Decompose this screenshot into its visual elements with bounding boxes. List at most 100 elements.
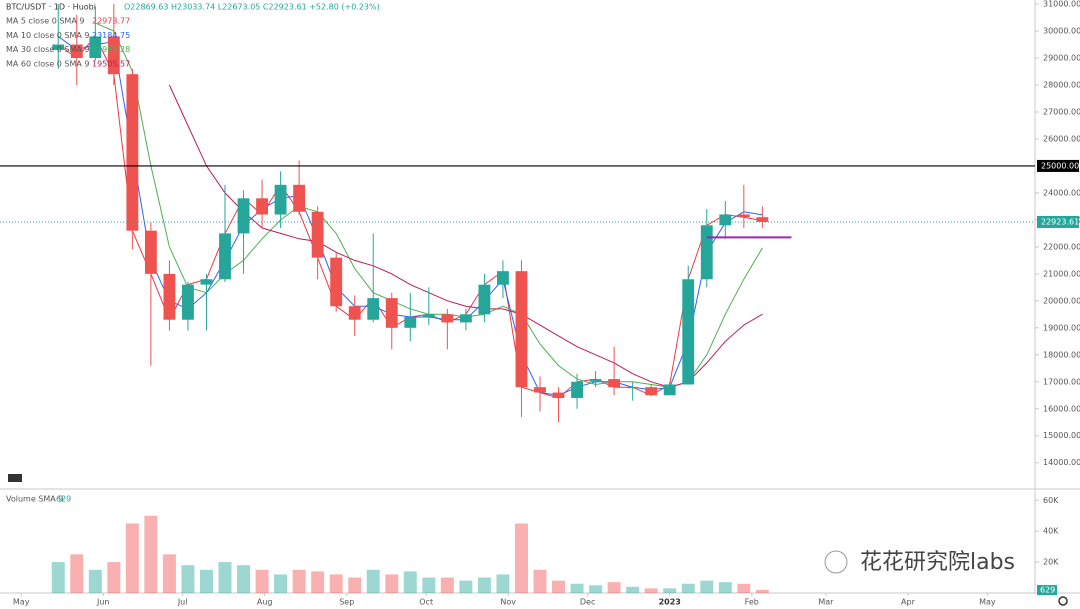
- y-tick-label: 15000.00: [1043, 431, 1080, 440]
- volume-bar: [51, 562, 65, 593]
- legend-name: MA 10 close 0 SMA 9: [6, 31, 90, 40]
- y-tick-label: 17000.00: [1043, 377, 1080, 386]
- volume-bar: [144, 515, 158, 593]
- legend-value: 19505.57: [92, 59, 130, 68]
- x-tick-label: Jul: [177, 598, 188, 607]
- legend-value: 21963.28: [92, 45, 130, 54]
- volume-bar: [422, 577, 436, 593]
- y-tick-label: 14000.00: [1043, 458, 1080, 467]
- x-tick-label: Mar: [818, 598, 834, 607]
- legend-name: MA 60 close 0 SMA 9: [6, 59, 90, 68]
- candle-body: [144, 230, 157, 274]
- volume-bar: [681, 583, 695, 593]
- volume-bar: [199, 569, 213, 593]
- candle-body: [700, 225, 713, 280]
- volume-bar: [607, 582, 621, 593]
- volume-bar: [274, 574, 288, 593]
- volume-bar: [644, 588, 658, 593]
- volume-bar: [514, 523, 528, 593]
- volume-bar: [440, 577, 454, 593]
- volume-bar: [88, 569, 102, 593]
- candle-body: [293, 184, 306, 212]
- last-price-bg: [1037, 215, 1079, 228]
- candle-body: [552, 392, 565, 398]
- y-tick-label: 30000.00: [1043, 27, 1080, 36]
- tv-logo: [8, 474, 22, 482]
- y-tick-label: 19000.00: [1043, 323, 1080, 332]
- volume-bar: [755, 589, 769, 593]
- settings-icon[interactable]: [1058, 596, 1068, 606]
- volume-bar: [218, 562, 232, 593]
- legend-name: MA 5 close 0 SMA 9: [6, 17, 84, 26]
- y-tick-label: 27000.00: [1043, 107, 1080, 116]
- volume-bar: [255, 569, 269, 593]
- y-tick-label: 29000.00: [1043, 54, 1080, 63]
- symbol: BTC/USDT · 1D · Huobi: [6, 3, 96, 12]
- candle-body: [589, 379, 602, 382]
- y-tick-label: 40K: [1043, 527, 1059, 536]
- candle-body: [459, 314, 472, 323]
- volume-bar: [700, 580, 714, 593]
- volume-bar: [125, 523, 139, 593]
- volume-bar: [348, 577, 362, 593]
- candle-body: [219, 233, 231, 280]
- volume-current-bg: [1037, 585, 1057, 596]
- candle-body: [478, 284, 491, 315]
- candle-body: [682, 279, 695, 385]
- y-tick-label: 24000.00: [1043, 188, 1080, 197]
- volume-bar: [570, 583, 584, 593]
- candle-body: [367, 298, 380, 320]
- y-tick-label: 31000.00: [1043, 0, 1080, 9]
- volume-current: 629: [56, 495, 71, 504]
- volume-bar: [552, 580, 566, 593]
- volume-bar: [237, 565, 251, 593]
- candle-body: [311, 211, 324, 258]
- y-tick-label: 28000.00: [1043, 80, 1080, 89]
- legend-value: 23184.75: [92, 31, 130, 40]
- candle-body: [422, 314, 435, 318]
- legend-value: 22973.77: [92, 17, 130, 26]
- candle-body: [645, 387, 658, 396]
- candle-body: [756, 217, 769, 222]
- watermark: 花花研究院labs: [860, 550, 1015, 575]
- volume-bar: [311, 571, 325, 593]
- candle-body: [89, 36, 102, 59]
- candle-body: [737, 214, 750, 218]
- volume-bar: [496, 574, 510, 593]
- volume-bar: [663, 588, 677, 593]
- y-tick-label: 22000.00: [1043, 242, 1080, 251]
- volume-bar: [181, 565, 195, 593]
- candle-body: [348, 306, 361, 320]
- last-price-label: 22923.61: [1041, 217, 1079, 226]
- candle-body: [441, 314, 454, 323]
- y-tick-label: 18000.00: [1043, 350, 1080, 359]
- x-tick-label: Nov: [500, 598, 516, 607]
- y-tick-label: 16000.00: [1043, 404, 1080, 413]
- x-tick-label: Feb: [745, 598, 759, 607]
- candle-body: [404, 317, 417, 328]
- overlay: BTC/USDT · 1D · Huobi O22869.63 H23033.7…: [6, 3, 1068, 606]
- level-label-bg: [1037, 159, 1079, 172]
- x-tick-label: Apr: [901, 598, 916, 607]
- candle-body: [237, 198, 250, 234]
- volume-bar: [107, 562, 121, 593]
- watermark-icon: [824, 550, 848, 574]
- candle-body: [200, 279, 213, 285]
- volume-bar: [589, 585, 603, 593]
- candle-body: [608, 379, 621, 388]
- candle-body: [126, 74, 139, 231]
- x-tick-label: Jun: [96, 598, 110, 607]
- volume-bar: [162, 554, 176, 593]
- x-tick-label: Dec: [580, 598, 595, 607]
- candle-body: [571, 381, 583, 398]
- volume-bar: [385, 574, 399, 593]
- legend-name: MA 30 close 0 SMA 9: [6, 45, 90, 54]
- candle-body: [256, 198, 268, 215]
- volume-title: Volume SMA 9: [6, 495, 63, 504]
- candle-body: [52, 44, 65, 50]
- volume-bar: [718, 582, 732, 593]
- y-tick-label: 20000.00: [1043, 296, 1080, 305]
